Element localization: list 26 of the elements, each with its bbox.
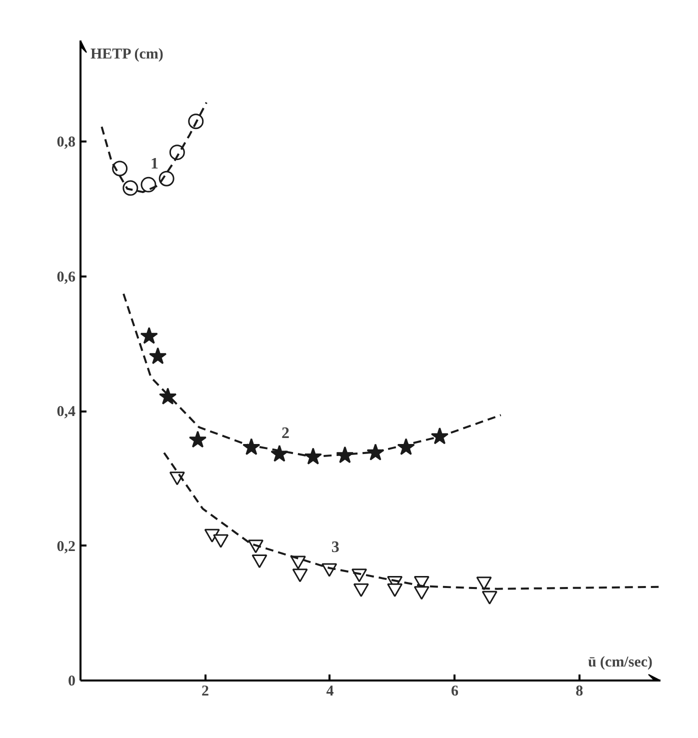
point bbox=[204, 528, 220, 542]
point bbox=[353, 583, 369, 598]
y-tick-label: 0,6 bbox=[56, 269, 76, 286]
x-tick-label: 4 bbox=[326, 684, 334, 700]
point bbox=[387, 583, 403, 598]
x-tick-label: 6 bbox=[450, 684, 459, 700]
series-label: 1 bbox=[150, 156, 158, 173]
point bbox=[158, 170, 174, 186]
y-tick-label: 0,4 bbox=[56, 404, 76, 420]
x-tick-label: 8 bbox=[576, 684, 584, 700]
x-tick-label: 2 bbox=[201, 684, 209, 700]
point bbox=[112, 160, 128, 176]
point bbox=[252, 554, 268, 568]
point bbox=[482, 590, 498, 604]
y-tick-label: 0,8 bbox=[56, 134, 76, 151]
point bbox=[292, 568, 308, 582]
x-axis-title: ū (cm/sec) bbox=[588, 654, 653, 670]
y-axis-title: HETP (cm) bbox=[90, 46, 164, 62]
point bbox=[476, 576, 492, 590]
series-label: 2 bbox=[281, 425, 290, 442]
y-tick-label: 0,2 bbox=[56, 538, 76, 555]
point bbox=[414, 586, 430, 600]
point bbox=[213, 534, 229, 548]
point bbox=[140, 176, 156, 192]
series-label: 3 bbox=[331, 538, 340, 556]
y-tick-label: 0 bbox=[68, 674, 76, 690]
